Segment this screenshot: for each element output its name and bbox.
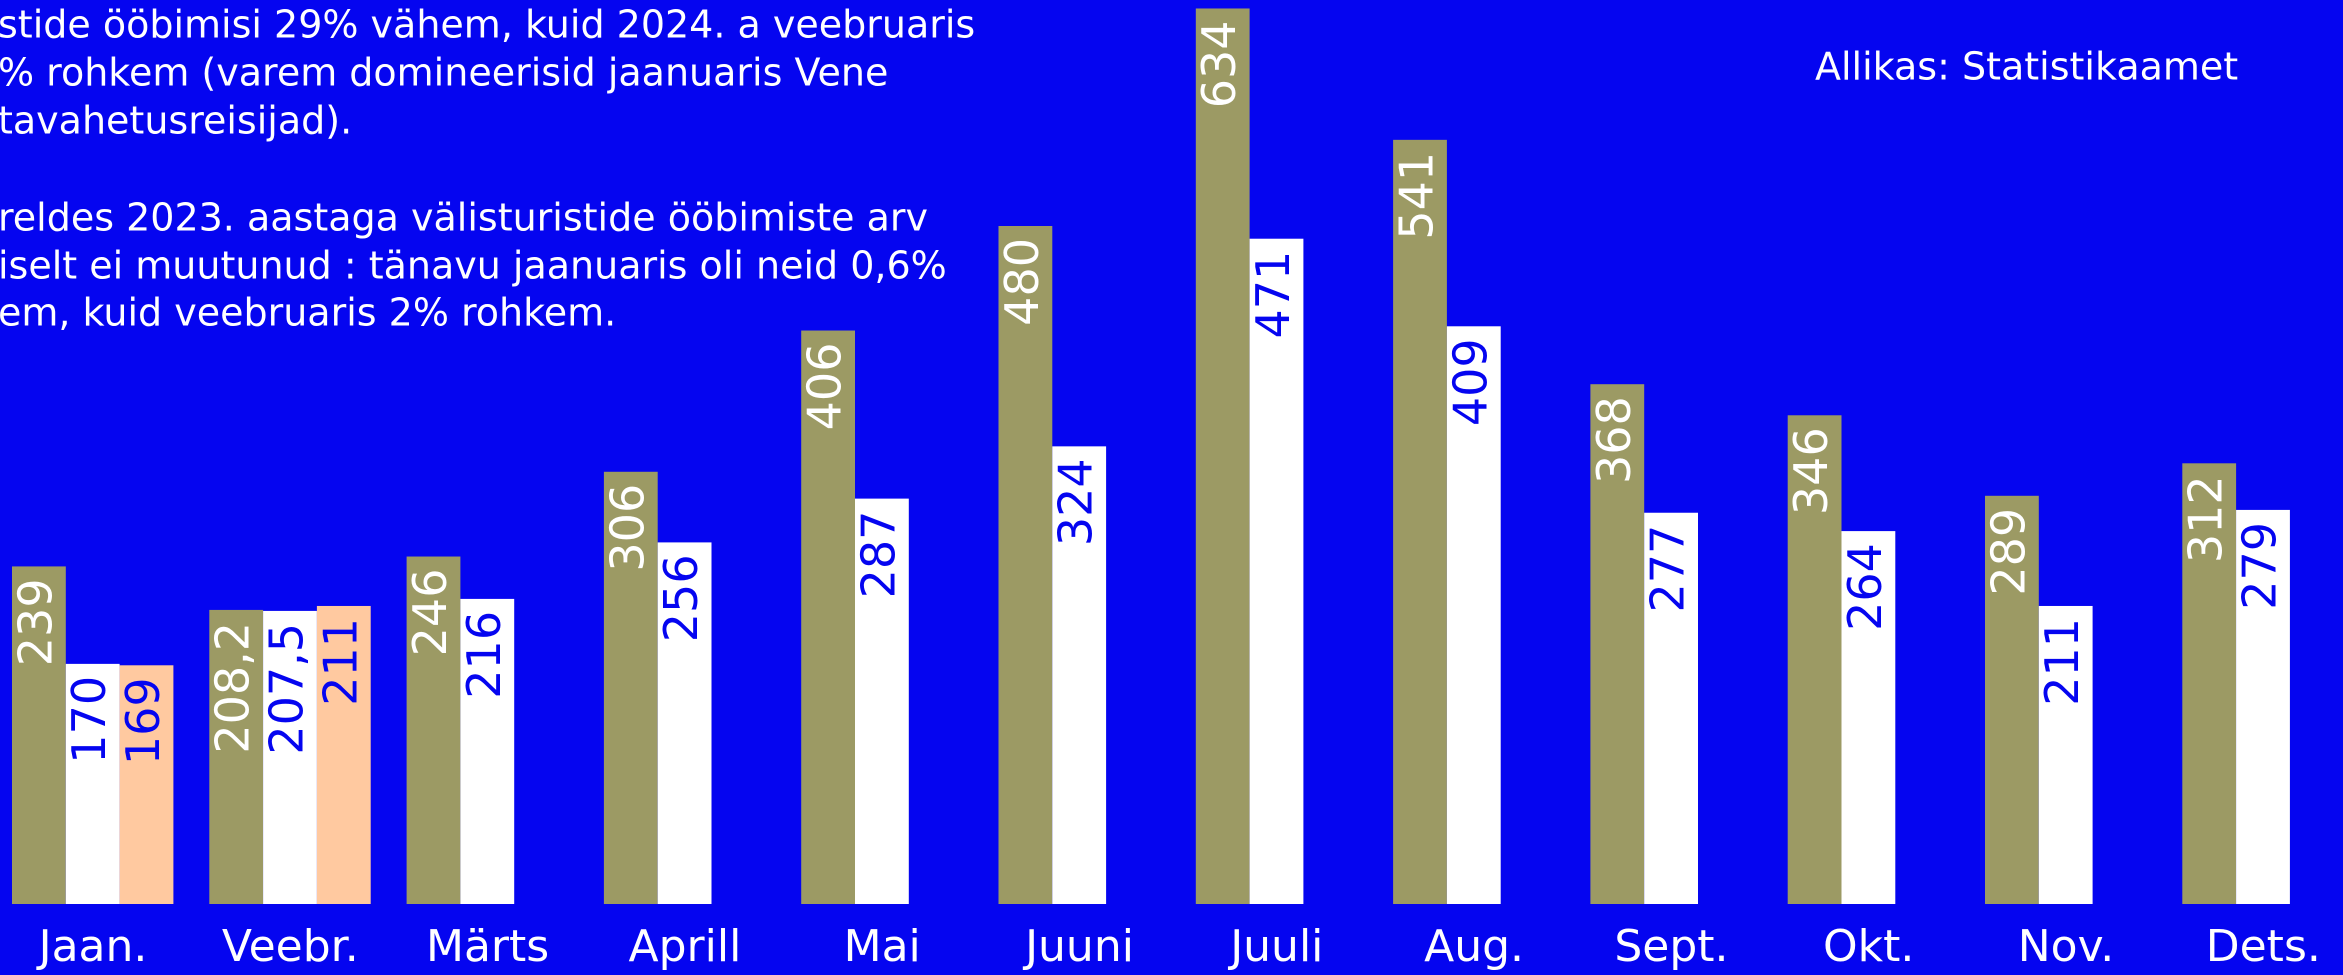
value-label: 312 [2179, 475, 2233, 563]
value-label: 207,5 [260, 623, 314, 755]
bar [460, 598, 515, 904]
value-label: 211 [2035, 618, 2089, 706]
x-tick-label: Mai [844, 921, 921, 972]
bar [1644, 512, 1698, 904]
value-label: 634 [1192, 20, 1246, 108]
bar [1249, 238, 1304, 904]
value-label: 409 [1443, 338, 1497, 426]
bar [406, 556, 461, 904]
bar [2236, 509, 2290, 904]
bar [855, 498, 909, 904]
bar [801, 330, 855, 904]
x-tick-label: Aprill [629, 921, 742, 972]
bar [603, 471, 658, 904]
bar [1985, 495, 2039, 904]
x-tick-label: Märts [426, 921, 549, 972]
x-tick-label: Okt. [1823, 921, 1914, 972]
value-label: 277 [1641, 525, 1695, 613]
bar [263, 610, 317, 904]
value-label: 216 [457, 611, 511, 699]
value-label: 368 [1587, 396, 1641, 484]
bar [12, 566, 66, 904]
bar [1787, 415, 1842, 904]
value-label: 346 [1784, 427, 1838, 515]
value-label: 480 [995, 238, 1049, 326]
value-label: 306 [600, 484, 654, 572]
bar [1590, 384, 1645, 904]
value-label: 208,2 [206, 622, 260, 754]
bar [1052, 446, 1107, 904]
bar [65, 663, 120, 904]
value-label: 256 [654, 554, 708, 642]
value-label: 246 [403, 569, 457, 657]
value-label: 541 [1390, 152, 1444, 240]
value-label: 239 [8, 578, 62, 666]
x-tick-label: Juuli [1227, 921, 1323, 972]
source: Allikas: Statistikaamet [1815, 45, 2238, 89]
value-label: 471 [1246, 251, 1300, 339]
bar [1393, 139, 1447, 904]
value-label: 170 [62, 676, 116, 764]
bar [2182, 463, 2237, 904]
value-label: 406 [798, 343, 852, 431]
bar [1841, 531, 1896, 904]
value-label: 211 [313, 618, 367, 706]
bar [316, 605, 371, 904]
annotation-line: stide ööbimisi 29% vähem, kuid 2024. a v… [0, 3, 975, 47]
annotation-line: reldes 2023. aastaga välisturistide ööbi… [0, 196, 928, 240]
value-label: 287 [851, 511, 905, 599]
bar [209, 609, 264, 904]
x-tick-label: Aug. [1424, 921, 1524, 972]
x-tick-label: Veebr. [222, 921, 359, 972]
bar [998, 226, 1053, 904]
value-label: 169 [116, 677, 170, 765]
x-tick-label: Nov. [2018, 921, 2114, 972]
annotation-line: iselt ei muutunud : tänavu jaanuaris oli… [0, 244, 947, 288]
bar [1195, 8, 1250, 905]
bar [657, 542, 712, 904]
x-tick-label: Juuni [1022, 921, 1134, 972]
value-label: 279 [2233, 522, 2287, 610]
annotation-line: tavahetusreisijad). [0, 99, 352, 143]
value-label: 324 [1049, 458, 1103, 546]
x-tick-label: Jaan. [36, 921, 148, 972]
annotation-line: em, kuid veebruaris 2% rohkem. [0, 291, 616, 335]
x-tick-label: Dets. [2206, 921, 2321, 972]
x-tick-label: Sept. [1614, 921, 1728, 972]
bar [1446, 326, 1501, 905]
bar [2038, 605, 2093, 904]
annotation-line: % rohkem (varem domineerisid jaanuaris V… [0, 51, 888, 95]
value-label: 264 [1838, 543, 1892, 631]
value-label: 289 [1981, 508, 2035, 596]
bar [119, 665, 174, 904]
